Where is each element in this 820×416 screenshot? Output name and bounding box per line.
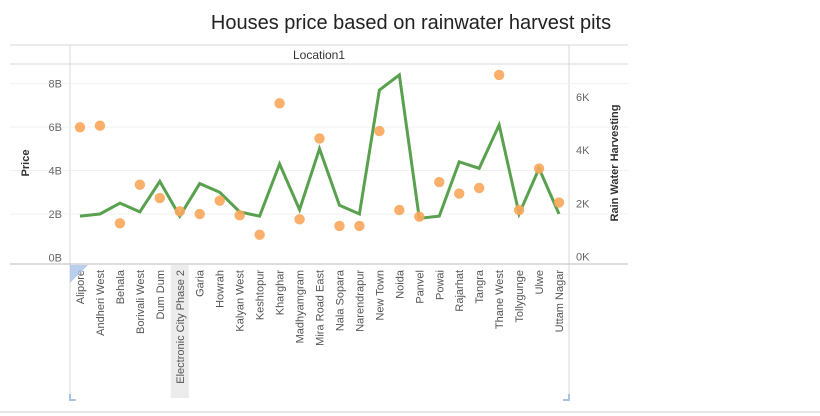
sort-indicator-icon[interactable] <box>70 265 88 283</box>
rainwater-point[interactable] <box>134 179 146 190</box>
rainwater-point[interactable] <box>454 188 465 199</box>
category-label[interactable]: Garia <box>195 269 207 297</box>
category-label[interactable]: Andheri West <box>95 270 107 336</box>
rainwater-point[interactable] <box>374 125 385 137</box>
category-label[interactable]: Kharghar <box>275 270 287 316</box>
rainwater-point[interactable] <box>214 195 225 206</box>
rainwater-point[interactable] <box>473 182 485 194</box>
category-label[interactable]: Powai <box>434 270 446 300</box>
corner-bracket-left-icon <box>69 394 76 401</box>
rainwater-point[interactable] <box>254 229 265 240</box>
category-label[interactable]: Keshtopur <box>255 270 267 320</box>
price-line-series[interactable] <box>79 72 561 220</box>
category-label[interactable]: Mira Road East <box>315 270 327 346</box>
category-label[interactable]: Tollygunge <box>514 270 526 323</box>
category-label[interactable]: Behala <box>115 269 127 304</box>
category-label[interactable]: Ulwe <box>534 270 546 294</box>
rainwater-point[interactable] <box>94 120 106 131</box>
rainwater-point[interactable] <box>513 204 525 216</box>
right-tick-label: 6K <box>576 92 590 104</box>
rainwater-point[interactable] <box>394 204 405 216</box>
rainwater-point[interactable] <box>74 122 86 133</box>
category-label[interactable]: Electronic City Phase 2 <box>175 270 187 384</box>
right-axis: 0K 2K 4K 6K <box>576 92 590 264</box>
category-label[interactable]: Nala Sopara <box>334 269 346 331</box>
rainwater-point[interactable] <box>314 133 325 144</box>
category-label[interactable]: Kalyan West <box>235 270 247 332</box>
right-axis-title: Rain Water Harvesting <box>609 105 621 222</box>
category-label[interactable]: Narendrapur <box>354 270 366 332</box>
left-tick-label: 2B <box>49 209 62 221</box>
category-label[interactable]: Rajarhat <box>454 270 466 312</box>
rainwater-point[interactable] <box>414 211 425 222</box>
left-axis: 0B 2B 4B 6B 8B <box>49 79 62 265</box>
right-tick-label: 2K <box>576 198 590 210</box>
category-label[interactable]: Dum Dum <box>155 270 167 320</box>
price-line[interactable] <box>79 72 561 220</box>
left-tick-label: 0B <box>49 252 62 264</box>
rainwater-point[interactable] <box>553 197 565 208</box>
category-label[interactable]: Tangra <box>474 269 486 304</box>
rainwater-point[interactable] <box>354 220 365 232</box>
left-tick-label: 6B <box>49 122 62 134</box>
category-label[interactable]: Borivali West <box>135 270 147 334</box>
category-label[interactable]: Alipore <box>75 270 87 304</box>
rainwater-point[interactable] <box>154 192 166 204</box>
category-label[interactable]: Madhyamgram <box>295 270 307 343</box>
category-label[interactable]: Uttam Nagar <box>554 270 566 333</box>
right-tick-label: 4K <box>576 145 590 157</box>
category-label[interactable]: Panvel <box>414 270 426 304</box>
left-axis-title: Price <box>20 150 32 177</box>
rainwater-point[interactable] <box>114 218 126 229</box>
rainwater-point[interactable] <box>533 163 545 174</box>
category-labels: Alipore Andheri West Behala Borivali West Du… <box>75 269 566 384</box>
rainwater-point[interactable] <box>194 208 205 220</box>
rainwater-point[interactable] <box>294 214 305 225</box>
chart-title: Houses price based on rainwater harvest … <box>211 12 611 34</box>
category-label[interactable]: Thane West <box>494 270 506 329</box>
left-tick-label: 8B <box>49 79 62 91</box>
category-label[interactable]: Howrah <box>215 270 227 308</box>
corner-bracket-right-icon <box>563 394 570 401</box>
rainwater-point[interactable] <box>334 220 345 232</box>
rainwater-point[interactable] <box>493 69 505 81</box>
rainwater-points-series[interactable] <box>74 69 565 240</box>
column-header-location: Location1 <box>293 48 345 62</box>
right-tick-label: 0K <box>576 252 590 264</box>
rainwater-point[interactable] <box>274 98 285 109</box>
gridlines <box>10 83 628 215</box>
highlighted-category-background <box>170 265 189 398</box>
category-label[interactable]: Noida <box>394 269 406 299</box>
category-label[interactable]: New Town <box>374 270 386 321</box>
category-highlights <box>170 265 189 398</box>
rainwater-point[interactable] <box>174 206 185 217</box>
rainwater-point[interactable] <box>434 176 445 188</box>
rainwater-point[interactable] <box>234 210 245 221</box>
left-tick-label: 4B <box>49 166 62 178</box>
